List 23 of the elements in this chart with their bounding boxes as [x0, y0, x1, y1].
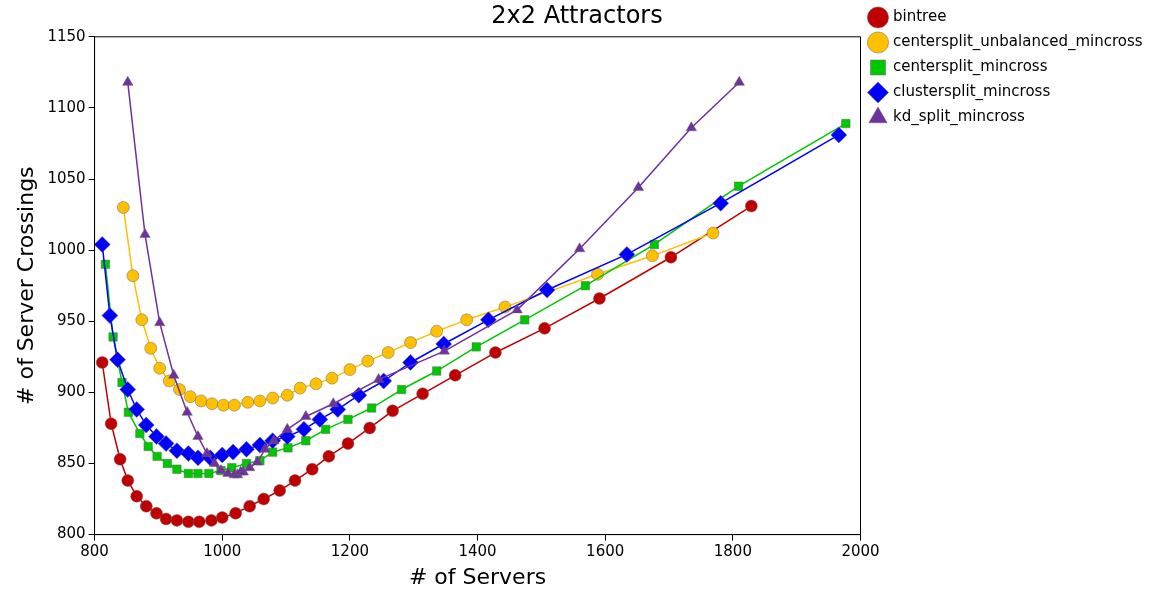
y-tick-label: 900 — [56, 382, 86, 401]
chart-title: 2x2 Attractors — [491, 0, 663, 29]
x-tick-label: 1400 — [458, 542, 497, 561]
x-tick-label: 1800 — [713, 542, 752, 561]
y-tick-label: 1000 — [47, 240, 86, 259]
legend-label: kd_split_mincross — [893, 107, 1026, 127]
x-tick-label: 1600 — [586, 542, 625, 561]
y-tick-label: 1050 — [47, 168, 86, 187]
y-axis-title: # of Server Crossings — [12, 166, 38, 405]
legend-label: centersplit_mincross — [893, 57, 1048, 77]
x-tick-label: 800 — [80, 542, 109, 561]
y-tick-label: 800 — [56, 524, 86, 543]
legend-label: clustersplit_mincross — [893, 82, 1051, 102]
y-tick-label: 850 — [56, 453, 86, 472]
y-tick-label: 950 — [56, 311, 86, 330]
x-axis-title: # of Servers — [408, 563, 547, 589]
x-tick-label: 1000 — [203, 542, 242, 561]
y-tick-label: 1100 — [47, 97, 86, 116]
y-tick-label: 1150 — [47, 26, 86, 45]
legend-label: centersplit_unbalanced_mincross — [893, 32, 1143, 52]
legend-label: bintree — [893, 7, 947, 26]
x-tick-label: 1200 — [330, 542, 369, 561]
x-tick-label: 2000 — [841, 542, 880, 561]
